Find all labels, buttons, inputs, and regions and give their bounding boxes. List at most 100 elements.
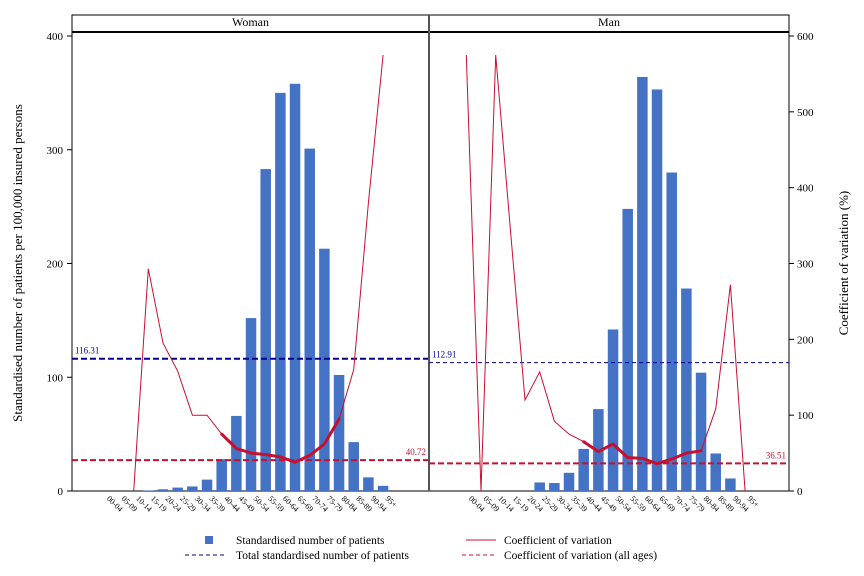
legend-label: Coefficient of variation (all ages) (504, 550, 657, 562)
x-tick-label: 00-04 (467, 494, 487, 514)
x-tick-label: 35-39 (208, 494, 228, 514)
x-tick-label: 80-84 (340, 494, 360, 514)
cv-line (133, 54, 384, 492)
x-tick-label: 45-49 (237, 494, 257, 514)
bar (348, 442, 359, 491)
x-tick-label: 55-59 (266, 494, 286, 514)
y-tick-label: 0 (58, 486, 64, 498)
x-tick-label: 25-29 (178, 494, 198, 514)
x-tick-label: 70-74 (672, 494, 692, 514)
bar (363, 477, 374, 491)
bar (143, 490, 154, 491)
x-tick-label: 10-14 (496, 494, 516, 514)
x-tick-label: 85-89 (354, 494, 374, 514)
x-tick-label: 40-44 (584, 494, 604, 514)
x-tick-label: 90-94 (369, 494, 389, 514)
x-tick-label: 20-24 (164, 494, 184, 514)
x-tick-label: 60-64 (281, 494, 301, 514)
x-tick-label: 30-34 (555, 494, 575, 514)
x-tick-label: 65-69 (658, 494, 678, 514)
bar (578, 448, 589, 491)
bar (201, 479, 213, 491)
bar (725, 478, 736, 491)
x-tick-label: 15-19 (149, 494, 169, 514)
x-tick-label: 75-79 (325, 494, 345, 514)
x-tick-label: 70-74 (310, 494, 330, 514)
legend-label: Coefficient of variation (504, 535, 612, 547)
x-tick-label: 60-64 (643, 494, 663, 514)
bar (710, 453, 721, 491)
cv-line-highlight (220, 418, 341, 464)
cv-highlight-end (582, 440, 586, 444)
bar (695, 372, 707, 491)
legend-label: Total standardised number of patients (236, 550, 409, 562)
bar (377, 485, 389, 491)
bar (549, 483, 560, 491)
bar (289, 83, 301, 492)
x-tick-label: 00-04 (105, 494, 125, 514)
bar (534, 482, 545, 491)
bar (216, 459, 227, 491)
cv-highlight-end (699, 449, 703, 453)
y2-axis-title: Coefficient of variation (%) (836, 191, 851, 336)
y2-tick-label: 500 (797, 107, 814, 119)
x-tick-label: 35-39 (570, 494, 590, 514)
x-tick-label: 40-44 (222, 494, 242, 514)
x-tick-label: 50-54 (614, 494, 634, 514)
bar (304, 148, 315, 492)
y2-tick-label: 0 (797, 486, 803, 498)
plot-frame (71, 14, 790, 492)
x-tick-label: 75-79 (687, 494, 707, 514)
y-tick-label: 100 (47, 372, 64, 384)
y2-tick-label: 300 (797, 259, 814, 271)
total-label: 116.31 (75, 346, 99, 356)
x-tick-label: 80-84 (702, 494, 722, 514)
y2-tick-label: 200 (797, 334, 814, 346)
x-tick-label: 20-24 (526, 494, 546, 514)
x-tick-label: 90-94 (731, 494, 751, 514)
bar (275, 92, 286, 491)
y2-tick-label: 100 (797, 410, 814, 422)
y-tick-label: 200 (47, 259, 64, 271)
x-tick-label: 05-09 (120, 494, 140, 514)
cv-all-label: 36.51 (766, 450, 786, 460)
y2-tick-label: 600 (797, 31, 814, 43)
cv-highlight-end (220, 432, 224, 436)
x-tick-label: 10-14 (134, 494, 154, 514)
bar (681, 288, 692, 491)
bar (637, 76, 648, 491)
y-tick-label: 300 (47, 145, 64, 157)
bar (187, 486, 198, 491)
bar (651, 89, 663, 492)
bar (607, 329, 619, 491)
y-tick-label: 400 (47, 31, 64, 43)
bar (666, 172, 677, 491)
bar (231, 415, 242, 491)
cv-highlight-end (337, 417, 341, 421)
panel-title: Woman (232, 15, 269, 29)
bar (245, 318, 257, 491)
legend-label: Standardised number of patients (236, 535, 385, 547)
y2-tick-label: 400 (797, 183, 814, 195)
panel-title: Man (598, 15, 620, 29)
bar (333, 374, 345, 491)
bar (172, 487, 183, 491)
bar (157, 489, 169, 491)
bar (563, 472, 575, 491)
x-tick-label: 15-19 (511, 494, 531, 514)
bar (260, 169, 271, 491)
bar (622, 208, 633, 491)
x-tick-label: 30-34 (193, 494, 213, 514)
x-tick-label: 55-59 (628, 494, 648, 514)
legend-swatch-bars (205, 536, 213, 544)
x-tick-label: 05-09 (482, 494, 502, 514)
x-tick-label: 85-89 (716, 494, 736, 514)
bar (319, 248, 330, 491)
total-label: 112.91 (432, 350, 456, 360)
x-tick-label: 50-54 (252, 494, 272, 514)
x-tick-label: 65-69 (296, 494, 316, 514)
cv-line-highlight (582, 440, 702, 466)
cv-all-label: 40.72 (406, 447, 426, 457)
x-tick-label: 25-29 (540, 494, 560, 514)
